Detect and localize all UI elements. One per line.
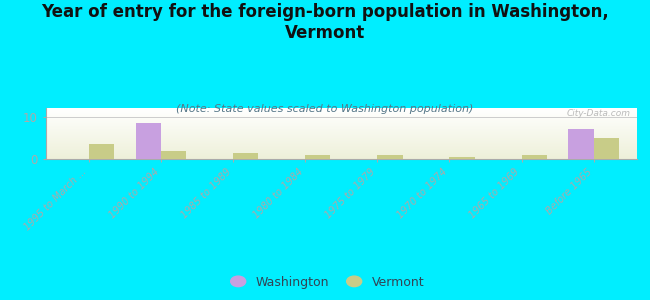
Bar — [233, 154, 258, 159]
Text: City-Data.com: City-Data.com — [567, 109, 631, 118]
Bar — [89, 144, 114, 159]
Bar — [593, 138, 619, 159]
Text: Year of entry for the foreign-born population in Washington,
Vermont: Year of entry for the foreign-born popul… — [41, 3, 609, 42]
Bar — [306, 155, 330, 159]
Bar — [521, 155, 547, 159]
Text: (Note: State values scaled to Washington population): (Note: State values scaled to Washington… — [176, 103, 474, 113]
Bar — [136, 123, 161, 159]
Bar — [377, 155, 402, 159]
Legend: Washington, Vermont: Washington, Vermont — [221, 271, 429, 294]
Bar — [161, 151, 186, 159]
Bar — [569, 129, 593, 159]
Bar — [449, 157, 474, 159]
